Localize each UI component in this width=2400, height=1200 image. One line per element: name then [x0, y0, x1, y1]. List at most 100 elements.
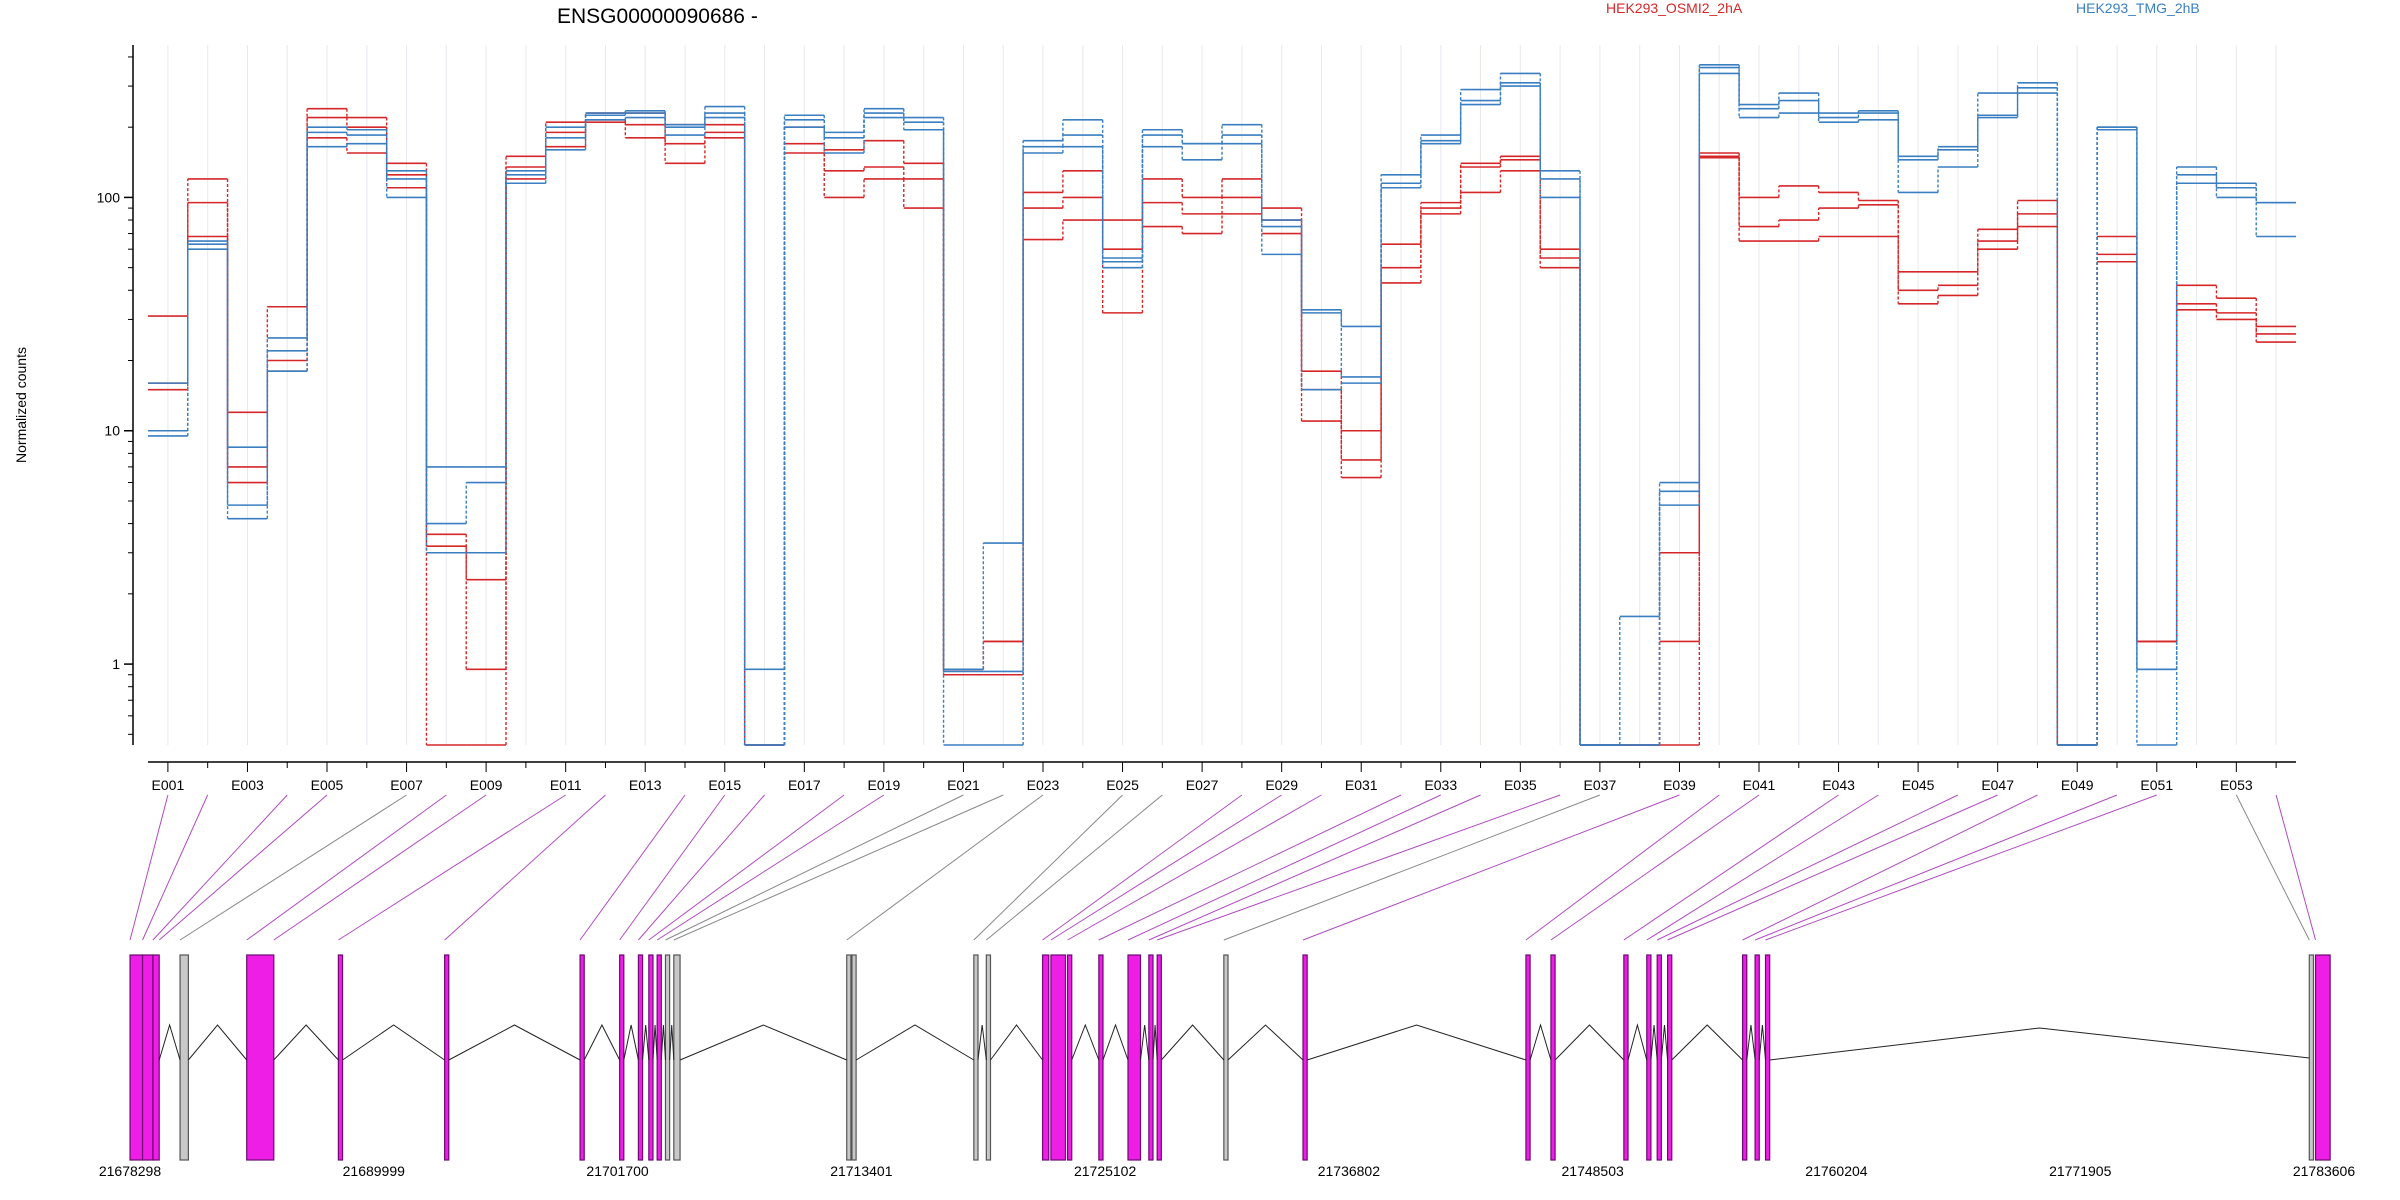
exon-block: [1302, 954, 1308, 1161]
x-tick-label: E033: [1424, 777, 1457, 793]
x-axis: E001 E003 E005 E007 E009 E011 E013 E015 E017 E019…: [148, 761, 2296, 793]
exon-block: [152, 954, 160, 1161]
legend-entry-tmg: HEK293_TMG_2hB: [2076, 0, 2200, 16]
intron-arc: [855, 1024, 975, 1061]
exon-connector: [444, 794, 606, 941]
y-tick-label: 100: [97, 189, 121, 205]
exon-block: [637, 954, 644, 1161]
x-tick-label: E021: [947, 777, 980, 793]
coordinate-label: 21678298: [99, 1163, 162, 1179]
exon-block: [648, 954, 654, 1161]
x-tick-label: E013: [629, 777, 662, 793]
y-axis: 1 10 100: [97, 45, 134, 745]
x-tick-label: E041: [1743, 777, 1776, 793]
y-tick-label: 10: [104, 423, 120, 439]
exon-connector: [579, 794, 686, 941]
exon-block: [1050, 954, 1067, 1161]
exon-connector: [1646, 794, 1879, 941]
exon-connector: [1525, 794, 1720, 941]
exon-connector: [158, 794, 328, 941]
genomic-coordinate-axis: 21678298 21689999 21701700 21713401 21725102…: [99, 1163, 2356, 1179]
coordinate-label: 21725102: [1074, 1163, 1137, 1179]
intron-arc: [1160, 1024, 1225, 1061]
intron-arc: [158, 1023, 181, 1061]
exon-block: [1148, 954, 1154, 1161]
exon-block: [179, 954, 189, 1161]
intron-arc: [342, 1024, 445, 1061]
intron-arc: [1769, 1027, 2310, 1061]
exon-connector: [1765, 794, 2157, 941]
x-tick-label: E045: [1902, 777, 1935, 793]
exon-block: [444, 954, 450, 1161]
intron-arc: [1758, 1024, 1767, 1061]
intron-arc: [1671, 1024, 1743, 1061]
x-tick-label: E031: [1345, 777, 1378, 793]
intron-arc: [1529, 1023, 1552, 1061]
intron-arc: [1554, 1024, 1625, 1061]
intron-arc: [652, 1024, 658, 1061]
intron-arc: [642, 1024, 650, 1061]
intron-arc: [1627, 1023, 1648, 1061]
intron-arc: [990, 1024, 1043, 1061]
exon-connector: [2235, 794, 2310, 941]
series: [148, 72, 2296, 746]
legend-entry-osmi2: HEK293_OSMI2_2hA: [1606, 0, 1743, 16]
intron-arc: [679, 1024, 847, 1061]
exon-block: [673, 954, 681, 1161]
intron-arc: [583, 1023, 621, 1061]
exon-block: [1223, 954, 1229, 1161]
exon-block: [579, 954, 585, 1161]
gene-model-track: [129, 954, 2331, 1161]
intron-arc: [1152, 1024, 1158, 1061]
coordinate-label: 21713401: [830, 1163, 893, 1179]
x-tick-label: E049: [2061, 777, 2094, 793]
intron-arc: [669, 1024, 675, 1061]
exon-connector: [1302, 794, 1680, 941]
vertical-grid: [167, 45, 2277, 745]
series: [148, 116, 2296, 746]
exon-connector: [152, 794, 288, 941]
exon-block: [246, 954, 275, 1161]
exon-block: [129, 954, 144, 1161]
intron-arc: [660, 1024, 666, 1061]
exon-connector: [673, 794, 1004, 941]
x-tick-label: E005: [311, 777, 344, 793]
x-tick-label: E001: [152, 777, 185, 793]
intron-arc: [977, 1024, 987, 1061]
intron-arc: [1140, 1024, 1150, 1061]
exon-connector: [1098, 794, 1402, 941]
intron-arc: [1102, 1023, 1129, 1061]
exon-connector: [619, 794, 726, 941]
x-tick-label: E003: [231, 777, 264, 793]
exon-connector: [1156, 794, 1561, 941]
exon-block: [1742, 954, 1748, 1161]
y-tick-label: 1: [112, 656, 120, 672]
intron-arc: [187, 1024, 248, 1061]
exon-block: [1550, 954, 1556, 1161]
exon-block: [1066, 954, 1073, 1161]
exon-connector: [1050, 794, 1282, 941]
exon-connector: [1742, 794, 2038, 941]
x-tick-label: E037: [1584, 777, 1617, 793]
x-tick-label: E009: [470, 777, 503, 793]
exon-block: [1041, 954, 1050, 1161]
exon-connector: [1127, 794, 1441, 941]
intron-arc: [1307, 1024, 1527, 1061]
exon-connector: [273, 794, 487, 941]
exon-connector: [665, 794, 964, 941]
exon-connector: [179, 794, 407, 941]
exon-connector: [1754, 794, 2118, 941]
exon-connector: [656, 794, 885, 941]
x-tick-label: E047: [1981, 777, 2014, 793]
exon-block: [1656, 954, 1662, 1161]
exon-block: [1646, 954, 1652, 1161]
exon-connector: [1623, 794, 1839, 941]
exon-block: [1623, 954, 1629, 1161]
exon-block: [2308, 954, 2315, 1161]
exon-block: [846, 954, 852, 1161]
exon-block: [619, 954, 625, 1161]
exon-block: [2314, 954, 2331, 1161]
exon-connector: [1042, 794, 1243, 941]
intron-arc: [623, 1024, 639, 1061]
exon-block: [1764, 954, 1771, 1161]
